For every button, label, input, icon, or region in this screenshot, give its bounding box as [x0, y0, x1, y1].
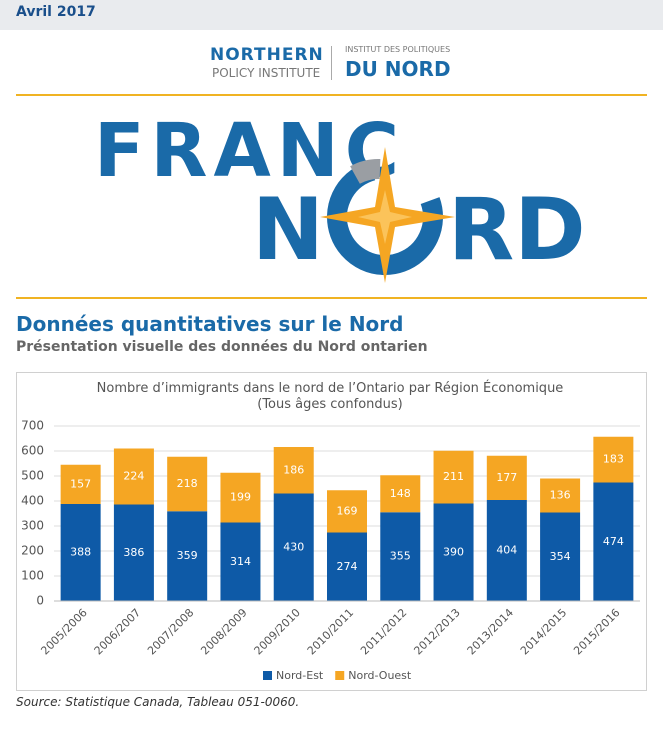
section-title: Données quantitatives sur le Nord	[16, 312, 404, 336]
value-label: 169	[337, 504, 358, 517]
value-label: 218	[177, 477, 198, 490]
source: Source: Statistique Canada, Tableau 051-…	[16, 695, 300, 709]
x-tick-label: 2008/2009	[198, 606, 249, 657]
value-label: 211	[443, 470, 464, 483]
legend-swatch	[263, 671, 272, 680]
bar-segment	[540, 478, 581, 513]
y-tick-label: 200	[21, 544, 44, 558]
x-tick-label: 2011/2012	[358, 606, 409, 657]
value-label: 136	[550, 489, 571, 502]
x-tick-label: 2009/2010	[252, 606, 303, 657]
value-label: 359	[177, 549, 198, 562]
bar-segment	[486, 500, 527, 601]
value-label: 354	[550, 550, 571, 563]
value-label: 390	[443, 545, 464, 558]
value-label: 355	[390, 550, 411, 563]
x-tick-label: 2005/2006	[38, 606, 89, 657]
date: Avril 2017	[16, 4, 96, 20]
bar-segment	[273, 493, 314, 601]
compass-logo	[320, 147, 455, 283]
bar-segment	[540, 512, 581, 601]
bar-segment	[220, 472, 261, 523]
value-label: 388	[70, 546, 91, 559]
y-tick-label: 600	[21, 444, 44, 458]
logo-text: DU NORD	[345, 57, 451, 81]
logo-text: INSTITUT DES POLITIQUES	[345, 45, 451, 54]
bar-segment	[167, 511, 208, 601]
legend-label: Nord-Est	[276, 669, 324, 682]
bar-segment	[220, 522, 261, 601]
bar-segment	[113, 448, 154, 505]
bar-segment	[433, 503, 474, 601]
divider	[16, 94, 647, 96]
value-label: 274	[337, 560, 358, 573]
x-tick-label: 2006/2007	[92, 606, 143, 657]
value-label: 224	[123, 470, 144, 483]
value-label: 148	[390, 487, 411, 500]
value-label: 183	[603, 453, 624, 466]
bar-segment	[593, 482, 634, 601]
logo-text: NORTHERN	[210, 45, 324, 65]
chart-frame	[16, 372, 647, 691]
value-label: 314	[230, 555, 251, 568]
value-label: 177	[496, 471, 517, 484]
divider	[16, 297, 647, 299]
bar-segment	[593, 436, 634, 483]
y-tick-label: 700	[21, 419, 44, 433]
top-bar	[0, 0, 663, 30]
banner-text: RD	[448, 180, 586, 280]
value-label: 186	[283, 463, 304, 476]
bar-segment	[113, 504, 154, 601]
bar-segment	[60, 504, 101, 601]
x-tick-label: 2010/2011	[305, 606, 356, 657]
x-tick-label: 2013/2014	[465, 606, 516, 657]
bar-segment	[486, 455, 527, 500]
legend-label: Nord-Ouest	[348, 669, 412, 682]
legend-swatch	[335, 671, 345, 680]
bar-segment	[60, 464, 101, 504]
y-tick-label: 400	[21, 494, 44, 508]
logo-text: POLICY INSTITUTE	[212, 66, 321, 80]
value-label: 404	[496, 544, 517, 557]
bar-segment	[327, 532, 367, 601]
x-tick-label: 2014/2015	[518, 606, 569, 657]
bar-segment	[273, 447, 314, 494]
x-tick-label: 2012/2013	[411, 606, 462, 657]
bar-segment	[433, 450, 474, 504]
x-tick-label: 2015/2016	[571, 606, 622, 657]
value-label: 199	[230, 491, 251, 504]
value-label: 474	[603, 535, 624, 548]
logo-divider	[331, 46, 332, 80]
bar-segment	[380, 512, 421, 601]
bar-segment	[327, 490, 367, 533]
y-tick-label: 100	[21, 569, 44, 583]
chart-title: Nombre d’immigrants dans le nord de l’On…	[96, 381, 564, 412]
value-label: 430	[283, 540, 304, 553]
y-tick-label: 300	[21, 519, 44, 533]
y-tick-label: 500	[21, 469, 44, 483]
y-tick-label: 0	[36, 594, 44, 608]
bar-segment	[167, 456, 208, 512]
value-label: 157	[70, 477, 91, 490]
value-label: 386	[123, 546, 144, 559]
section-subtitle: Présentation visuelle des données du Nor…	[16, 339, 428, 355]
bar-segment	[380, 475, 421, 513]
x-tick-label: 2007/2008	[145, 606, 196, 657]
banner-text: N	[252, 180, 324, 280]
